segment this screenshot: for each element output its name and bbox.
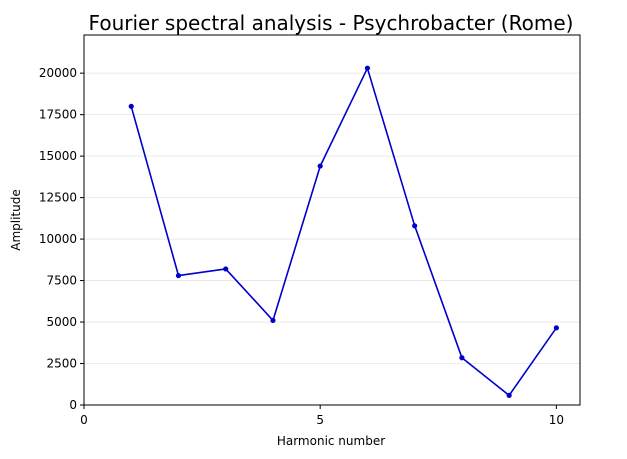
y-tick-label: 5000 [46,315,77,329]
x-tick-label: 5 [316,413,324,427]
y-tick-label: 15000 [39,149,77,163]
chart-title: Fourier spectral analysis - Psychrobacte… [89,11,574,35]
x-axis: 0 5 10 [80,405,564,427]
series-line [130,67,558,397]
y-tick-label: 17500 [39,108,77,122]
data-point [223,266,229,272]
y-tick-label: 2500 [46,357,77,371]
data-point [364,65,371,71]
data-point [270,317,276,323]
y-axis-label: Amplitude [9,189,23,251]
y-axis: 0 2500 5000 7500 10000 12500 15000 17500 20000 [39,66,84,412]
data-point [553,325,559,331]
y-tick-label: 12500 [39,191,77,205]
y-tick-label: 0 [69,398,77,412]
x-tick-label: 0 [80,413,88,427]
data-point [459,355,465,361]
data-point [506,392,512,398]
data-point [412,223,418,229]
gridlines [84,72,580,406]
plot-frame [83,34,581,406]
x-axis-label: Harmonic number [277,434,385,448]
x-tick-label: 10 [549,413,564,427]
y-tick-label: 20000 [39,66,77,80]
data-point [317,163,323,169]
data-point [175,272,182,279]
data-series [128,65,559,398]
data-point [128,103,134,109]
y-tick-label: 7500 [46,274,77,288]
y-tick-label: 10000 [39,232,77,246]
